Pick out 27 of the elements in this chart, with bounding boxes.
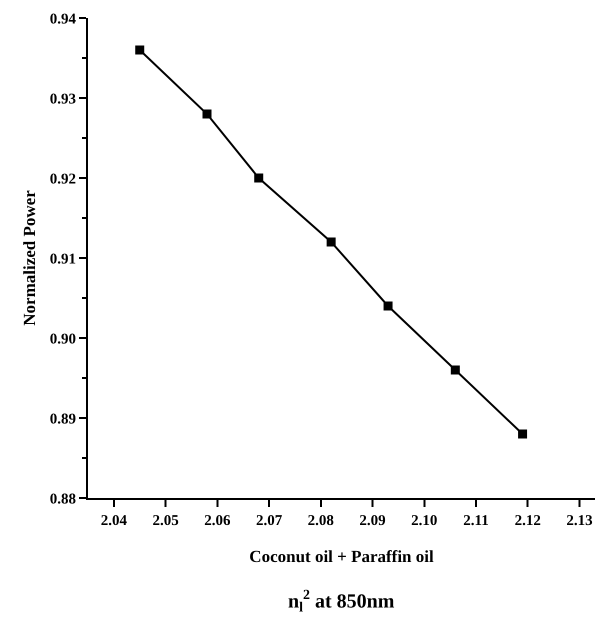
point xyxy=(202,110,212,118)
y-tick-label: 0.91 xyxy=(50,251,76,268)
x-tick-label: 2.11 xyxy=(463,513,489,529)
point xyxy=(384,302,393,310)
y-tick-label: 0.92 xyxy=(50,171,76,188)
x-tick-label: 2.06 xyxy=(204,513,231,529)
y-tick-label: 0.93 xyxy=(50,91,76,108)
x-tick-label: 2.05 xyxy=(152,513,179,529)
x-tick-label: 2.08 xyxy=(308,513,334,529)
point xyxy=(254,174,264,182)
point xyxy=(326,238,336,246)
y-tick-label: 0.94 xyxy=(50,11,76,28)
y-tick-label: 0.88 xyxy=(50,491,76,508)
point xyxy=(135,46,144,54)
x-tick-label: 2.09 xyxy=(359,513,386,529)
y-tick-label: 0.89 xyxy=(50,411,76,428)
point xyxy=(518,430,528,438)
x-tick-label: 2.13 xyxy=(566,513,593,529)
x-tick-label: 2.07 xyxy=(256,513,283,529)
x-tick-label: 2.10 xyxy=(411,513,438,529)
x-tick-label: 2.04 xyxy=(100,513,128,529)
point xyxy=(450,366,460,374)
y-tick-label: 0.90 xyxy=(50,331,76,348)
y-axis-title: Normalized Power xyxy=(20,190,39,326)
x-axis-title: Coconut oil + Paraffin oil xyxy=(249,546,434,566)
text: n$_{l}$$^{2}$ at 850nm xyxy=(288,588,395,616)
x-tick-label: 2.12 xyxy=(514,513,541,529)
